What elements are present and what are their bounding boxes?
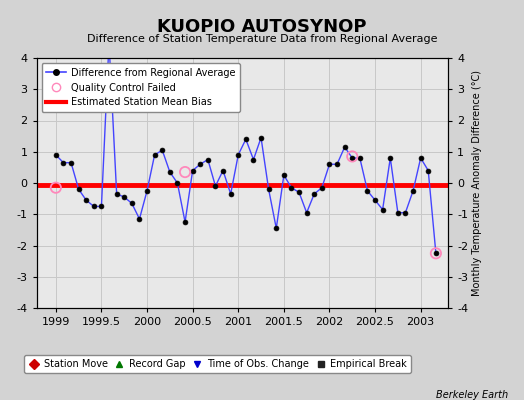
Y-axis label: Monthly Temperature Anomaly Difference (°C): Monthly Temperature Anomaly Difference (… — [472, 70, 482, 296]
Text: Berkeley Earth: Berkeley Earth — [436, 390, 508, 400]
Point — [52, 184, 60, 191]
Point — [181, 169, 189, 175]
Text: Difference of Station Temperature Data from Regional Average: Difference of Station Temperature Data f… — [87, 34, 437, 44]
Legend: Station Move, Record Gap, Time of Obs. Change, Empirical Break: Station Move, Record Gap, Time of Obs. C… — [24, 355, 411, 373]
Point — [348, 153, 356, 160]
Text: KUOPIO AUTOSYNOP: KUOPIO AUTOSYNOP — [157, 18, 367, 36]
Point — [432, 250, 440, 256]
